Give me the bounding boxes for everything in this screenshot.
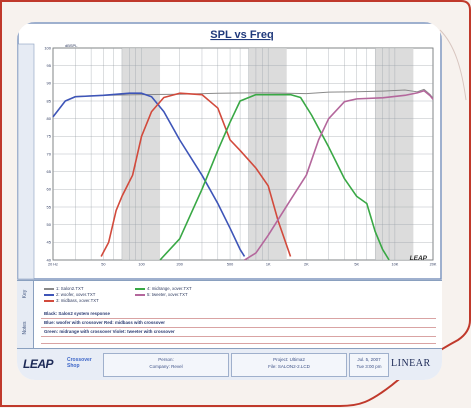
legend-item: 2: woofer, xover.TXT (44, 292, 95, 297)
x-tick-label: 50 (101, 263, 105, 267)
legend-label: 2: woofer, xover.TXT (56, 292, 96, 297)
x-tick-label: 10K (391, 263, 398, 267)
legend-section-label: Key (22, 289, 28, 299)
y-axis-label: dBSPL (65, 43, 78, 48)
y-tick-label: 95 (47, 63, 52, 68)
legend-swatch (135, 294, 145, 296)
y-tick-label: 60 (47, 187, 52, 192)
series-line (159, 93, 390, 261)
chart-card: SPL vs Freq dBSPL 100 95 90 85 80 75 70 65 60 55 5… (17, 22, 442, 380)
footer-person-box: Person: Company: Revel (103, 353, 229, 377)
y-tick-label: 40 (47, 257, 52, 262)
legend-item: 4: midrange, xover.TXT (135, 286, 192, 291)
note-rule (41, 343, 436, 344)
x-tick-label: 500 (227, 263, 233, 267)
legend-label: 5: tweeter, xover.TXT (147, 292, 188, 297)
y-tick-label: 75 (47, 134, 52, 139)
note-rule (41, 336, 436, 337)
notes-section-label: Notes (22, 320, 28, 335)
legend-panel: Key 1: Salon2.TXT 2: woofer, xover.TXT 3… (17, 280, 442, 308)
series-line (244, 89, 434, 261)
x-tick-label: 20 Hz (48, 263, 58, 267)
plot-sidebar (17, 43, 35, 280)
y-tick-label: 50 (47, 222, 52, 227)
note-line-3: Green: midrange with crossover Violet: t… (44, 329, 175, 334)
legend-label: 4: midrange, xover.TXT (147, 286, 192, 291)
note-rule (41, 327, 436, 328)
legend-label: 3: midbass, xover.TXT (56, 298, 99, 303)
y-tick-label: 65 (47, 169, 52, 174)
footer-app-name-2: Shop (67, 363, 80, 369)
x-tick-label: 200 (176, 263, 182, 267)
note-rule (41, 318, 436, 319)
notes-panel: Notes Black: Salon2 system response Blue… (17, 307, 442, 348)
legend-sidebar: Key (17, 281, 34, 307)
leap-logo: LEAP (410, 255, 428, 262)
y-tick-label: 80 (47, 116, 52, 121)
spl-vs-freq-chart: SPL vs Freq dBSPL 100 95 90 85 80 75 70 65 60 55 5… (17, 22, 442, 280)
footer-date-box: Jul. 5, 2007 Tue 3:00 pm (349, 353, 389, 377)
footer-right-logo: LINEAR (391, 358, 431, 369)
y-tick-label: 90 (47, 81, 52, 86)
legend-swatch (44, 294, 54, 296)
x-tick-label: 20K (430, 263, 437, 267)
footer-time: Tue 3:00 pm (356, 363, 382, 369)
legend-swatch (44, 288, 54, 290)
note-line-1: Black: Salon2 system response (44, 311, 110, 316)
footer-bar: LEAP Crossover Shop Person: Company: Rev… (17, 348, 442, 380)
legend-item: 1: Salon2.TXT (44, 286, 83, 291)
footer-logo: LEAP (23, 357, 54, 371)
legend-swatch (135, 288, 145, 290)
legend-swatch (44, 300, 54, 302)
series-line (100, 92, 292, 257)
y-tick-label: 85 (47, 98, 52, 103)
legend-item: 5: tweeter, xover.TXT (135, 292, 188, 297)
footer-date: Jul. 5, 2007 (357, 357, 381, 362)
legend-label: 1: Salon2.TXT (56, 286, 84, 291)
x-tick-label: 1K (266, 263, 271, 267)
y-tick-label: 70 (47, 151, 52, 156)
y-tick-label: 55 (47, 204, 52, 209)
x-tick-label: 2K (304, 263, 309, 267)
note-line-2: Blue: woofer with crossover Red: midbass… (44, 320, 166, 325)
footer-company: Company: Revel (149, 363, 183, 369)
footer-project-box: Project: Ultima2 File: SALON2-2.LCD (231, 353, 347, 377)
legend-item: 3: midbass, xover.TXT (44, 298, 99, 303)
footer-project: Project: Ultima2 (273, 357, 305, 362)
footer-app-name-1: Crossover (67, 357, 92, 363)
footer-file: File: SALON2-2.LCD (268, 363, 310, 369)
chart-title: SPL vs Freq (210, 29, 273, 41)
decorative-swoosh-line (439, 29, 467, 101)
y-tick-label: 45 (47, 240, 52, 245)
x-tick-label: 5K (354, 263, 359, 267)
y-tick-label: 100 (44, 45, 51, 50)
x-tick-label: 100 (138, 263, 144, 267)
footer-person: Person: (158, 357, 174, 362)
notes-sidebar: Notes (17, 307, 34, 348)
